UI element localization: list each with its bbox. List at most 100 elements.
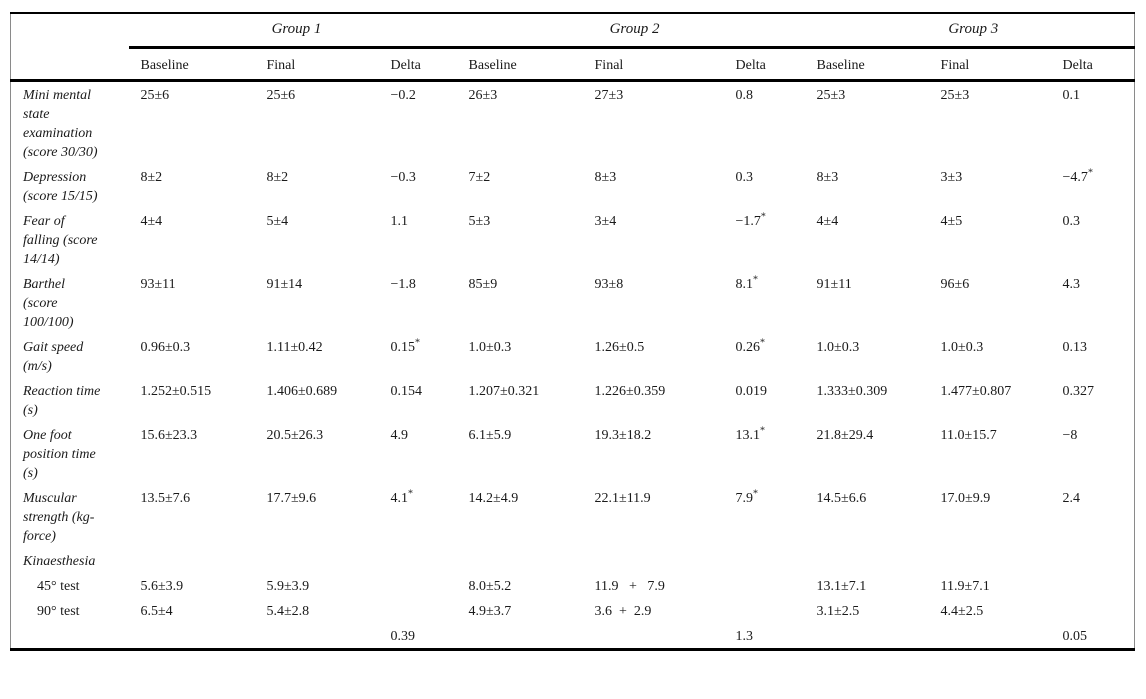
- data-cell: 25±6: [140, 88, 170, 103]
- data-cell: 0.13: [1062, 340, 1088, 355]
- table-row: 90° test 6.5±4 5.4±2.8 4.9±3.7 3.6 + 2.9 3.1±…: [11, 598, 1135, 623]
- data-cell: 5.9±3.9: [266, 579, 310, 594]
- data-cell: 91±14: [266, 277, 303, 292]
- data-cell: 4.9: [390, 428, 409, 443]
- data-cell: 1.11±0.42: [266, 340, 323, 355]
- data-cell: −4.7*: [1062, 167, 1093, 185]
- group1-header: Group 1: [128, 13, 457, 49]
- data-cell: 4±4: [816, 214, 839, 229]
- data-cell: 8.0±5.2: [468, 579, 512, 594]
- data-cell: 8±3: [816, 170, 839, 185]
- data-cell: 8±2: [140, 170, 163, 185]
- subheader-final: Final: [254, 47, 379, 82]
- data-cell: −0.2: [390, 88, 416, 103]
- data-cell: 0.327: [1062, 384, 1095, 399]
- data-cell: 11.0±15.7: [940, 428, 997, 443]
- corner-cell: [11, 13, 129, 48]
- table-row: Depression (score 15/15) 8±2 8±2 −0.3 7±2 8±3…: [11, 164, 1135, 208]
- data-cell: 25±6: [266, 88, 296, 103]
- data-cell: 11.9 + 7.9: [594, 579, 665, 594]
- data-cell: 22.1±11.9: [594, 491, 651, 506]
- data-cell: [129, 623, 255, 650]
- row-label: Muscular strength (kg-force): [23, 491, 95, 544]
- data-cell: 19.3±18.2: [594, 428, 652, 443]
- data-cell: 1.3: [735, 629, 754, 644]
- data-cell: [929, 623, 1051, 650]
- significance-asterisk: *: [408, 488, 413, 500]
- data-cell: 8.1*: [735, 274, 759, 292]
- data-cell: [457, 623, 583, 650]
- subheader-final: Final: [582, 47, 724, 82]
- data-cell: 0.154: [390, 384, 423, 399]
- data-cell: 3±4: [594, 214, 617, 229]
- data-cell: 0.26*: [735, 337, 766, 355]
- data-cell: [724, 598, 805, 623]
- group-header-row: Group 1 Group 2 Group 3: [11, 13, 1135, 49]
- significance-asterisk: *: [760, 211, 766, 223]
- data-cell: −1.7*: [735, 211, 766, 229]
- data-cell: 1.0±0.3: [468, 340, 512, 355]
- data-cell: [1051, 598, 1135, 623]
- row-label: 90° test: [37, 604, 80, 619]
- row-label: Depression (score 15/15): [23, 170, 98, 204]
- subheader-delta: Delta: [378, 47, 457, 82]
- row-label: 45° test: [37, 579, 80, 594]
- data-cell: [379, 573, 457, 598]
- data-cell: 1.0±0.3: [940, 340, 984, 355]
- data-cell: 13.5±7.6: [140, 491, 191, 506]
- data-cell: 5±3: [468, 214, 491, 229]
- row-label: Fear of falling (score 14/14): [23, 214, 98, 267]
- data-cell: 1.477±0.807: [940, 384, 1012, 399]
- table-row: 0.39 1.3 0.05: [11, 623, 1135, 650]
- data-cell: [129, 548, 255, 573]
- significance-asterisk: *: [760, 425, 766, 437]
- row-label: One foot position time (s): [23, 428, 96, 481]
- group2-header: Group 2: [456, 13, 805, 49]
- data-cell: −0.3: [390, 170, 416, 185]
- group3-header: Group 3: [804, 13, 1135, 49]
- data-cell: [255, 548, 379, 573]
- data-cell: 20.5±26.3: [266, 428, 324, 443]
- table-row: Barthel (score 100/100) 93±11 91±14 −1.8 85±…: [11, 271, 1135, 334]
- data-cell: 4.4±2.5: [940, 604, 984, 619]
- subheader-delta: Delta: [1050, 47, 1135, 82]
- data-cell: 0.96±0.3: [140, 340, 191, 355]
- data-cell: 26±3: [468, 88, 498, 103]
- data-cell: [583, 548, 724, 573]
- data-cell: −1.8: [390, 277, 416, 292]
- data-cell: 0.05: [1062, 629, 1088, 644]
- table-row: Reaction time (s) 1.252±0.515 1.406±0.689 0…: [11, 378, 1135, 422]
- data-cell: 1.252±0.515: [140, 384, 212, 399]
- data-cell: 15.6±23.3: [140, 428, 198, 443]
- data-cell: 0.3: [1062, 214, 1081, 229]
- data-cell: 13.1*: [735, 425, 766, 443]
- data-cell: −8: [1062, 428, 1078, 443]
- data-cell: [805, 623, 929, 650]
- data-cell: 93±11: [140, 277, 176, 292]
- data-cell: 0.1: [1062, 88, 1081, 103]
- data-cell: 1.406±0.689: [266, 384, 338, 399]
- table-row: 45° test 5.6±3.9 5.9±3.9 8.0±5.2 11.9 + 7.9 1…: [11, 573, 1135, 598]
- data-cell: 91±11: [816, 277, 852, 292]
- subheader-delta: Delta: [723, 47, 805, 82]
- data-cell: 85±9: [468, 277, 498, 292]
- subheader-baseline: Baseline: [456, 47, 583, 82]
- row-label: Barthel (score 100/100): [23, 277, 74, 330]
- significance-asterisk: *: [753, 274, 759, 286]
- results-table: Group 1 Group 2 Group 3 Baseline Final D…: [10, 12, 1136, 651]
- data-cell: 1.333±0.309: [816, 384, 888, 399]
- data-cell: 96±6: [940, 277, 970, 292]
- data-cell: [379, 598, 457, 623]
- table-row: Muscular strength (kg-force) 13.5±7.6 17.7…: [11, 485, 1135, 548]
- data-cell: 14.2±4.9: [468, 491, 519, 506]
- data-cell: [1051, 548, 1135, 573]
- subheader-final: Final: [928, 47, 1051, 82]
- data-cell: 5.4±2.8: [266, 604, 310, 619]
- data-cell: 3±3: [940, 170, 963, 185]
- data-cell: 14.5±6.6: [816, 491, 867, 506]
- data-cell: [929, 548, 1051, 573]
- data-cell: 17.0±9.9: [940, 491, 991, 506]
- data-cell: 0.15*: [390, 337, 421, 355]
- data-cell: 5±4: [266, 214, 289, 229]
